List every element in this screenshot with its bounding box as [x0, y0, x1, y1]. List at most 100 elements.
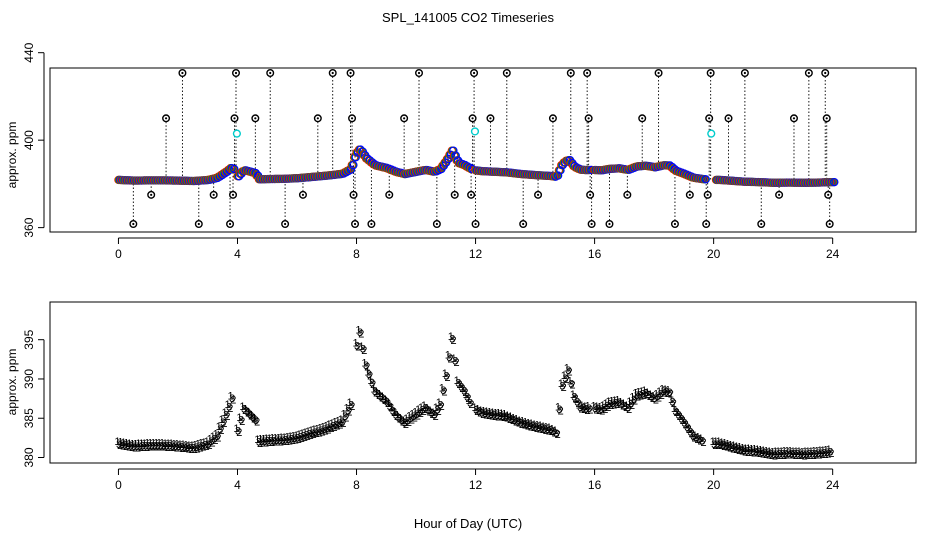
series-1-marker: 1: [564, 362, 570, 374]
series-3-marker: 3: [339, 417, 345, 429]
series-2-marker: 2: [141, 442, 147, 454]
series-3-marker: 3: [402, 418, 408, 430]
series-2-marker: 2: [209, 438, 215, 450]
series-1-marker: 1: [665, 384, 671, 396]
series-1-marker: 1: [412, 406, 418, 418]
spike-marker-dot: [489, 117, 492, 120]
series-2-marker: 2: [596, 405, 602, 417]
series-2-marker: 2: [531, 422, 537, 434]
series-2-marker: 2: [796, 450, 802, 462]
series-3-marker: 3: [684, 422, 690, 434]
series-2-marker: 2: [314, 428, 320, 440]
series-1-marker: 1: [754, 444, 760, 456]
series-2-marker: 2: [132, 443, 138, 455]
series-1-marker: 1: [611, 395, 617, 407]
series-2-marker: 2: [224, 411, 230, 423]
spike-marker-dot: [353, 222, 357, 226]
series-1-marker: 1: [210, 431, 216, 443]
series-3-marker: 3: [336, 418, 342, 430]
series-1-marker: 1: [370, 384, 376, 396]
spike-marker-dot: [708, 117, 711, 120]
series-2-marker: 2: [504, 413, 510, 425]
series-1-marker: 1: [448, 331, 454, 343]
series-1-marker: 1: [674, 407, 680, 419]
series-3-marker: 3: [559, 381, 565, 393]
series-2-marker: 2: [138, 442, 144, 454]
series-2-marker: 2: [519, 419, 525, 431]
series-3-marker: 3: [503, 411, 509, 423]
series-2-marker: 2: [492, 411, 498, 423]
series-2-marker: 2: [641, 390, 647, 402]
series-2-marker: 2: [230, 395, 236, 407]
series-2-marker: 2: [578, 403, 584, 415]
series-2-marker: 2: [799, 450, 805, 462]
series-2-marker: 2: [462, 387, 468, 399]
series-2-marker: 2: [665, 388, 671, 400]
series-3-marker: 3: [658, 389, 664, 401]
series-2-marker: 2: [302, 432, 308, 444]
series-1-marker: 1: [561, 370, 567, 382]
series-1-marker: 1: [629, 392, 635, 404]
series-2-marker: 2: [189, 444, 195, 456]
series-2-marker: 2: [543, 425, 549, 437]
spike-marker-dot: [331, 71, 334, 75]
series-3-marker: 3: [759, 447, 765, 459]
spike-marker-dot: [388, 193, 391, 196]
series-2-marker: 2: [358, 329, 364, 341]
series-3-marker: 3: [800, 449, 806, 461]
series-3-marker: 3: [565, 365, 571, 377]
top-y-axis: 360 400 440: [22, 42, 45, 238]
series-3-marker: 3: [494, 410, 500, 422]
series-2-marker: 2: [468, 399, 474, 411]
series-2-marker: 2: [537, 424, 543, 436]
y-tick-label: 385: [22, 408, 36, 428]
spike-marker-dot: [824, 71, 827, 75]
series-2-marker: 2: [212, 435, 218, 447]
series-1-marker: 1: [614, 395, 620, 407]
top-data-point-blue: [553, 171, 563, 180]
series-1-marker: 1: [486, 406, 492, 418]
series-2-marker: 2: [409, 415, 415, 427]
y-tick-label: 380: [22, 447, 36, 467]
series-2-marker: 2: [439, 401, 445, 413]
series-2-marker: 2: [284, 436, 290, 448]
series-2-marker: 2: [617, 399, 623, 411]
series-1-marker: 1: [376, 389, 382, 401]
series-3-marker: 3: [506, 413, 512, 425]
series-3-marker: 3: [464, 391, 470, 403]
series-3-marker: 3: [681, 418, 687, 430]
series-3-marker: 3: [601, 402, 607, 414]
series-1-marker: 1: [379, 391, 385, 403]
series-2-marker: 2: [275, 437, 281, 449]
series-2-marker: 2: [540, 424, 546, 436]
series-1-marker: 1: [501, 409, 507, 421]
series-3-marker: 3: [417, 407, 423, 419]
series-1-marker: 1: [141, 438, 147, 450]
series-2-marker: 2: [822, 449, 828, 461]
series-1-marker: 1: [114, 436, 120, 448]
series-2-marker: 2: [331, 422, 337, 434]
series-1-marker: 1: [662, 384, 668, 396]
series-2-marker: 2: [555, 429, 561, 441]
series-2-marker: 2: [340, 418, 346, 430]
series-3-marker: 3: [687, 426, 693, 438]
spike-marker-dot: [706, 193, 709, 196]
series-3-marker: 3: [125, 440, 131, 452]
series-3-marker: 3: [202, 440, 208, 452]
series-1-marker: 1: [766, 446, 772, 458]
series-2-marker: 2: [373, 388, 379, 400]
x-tick-label: 16: [588, 478, 602, 492]
series-3-marker: 3: [277, 435, 283, 447]
series-3-marker: 3: [431, 410, 437, 422]
series-3-marker: 3: [533, 421, 539, 433]
series-3-marker: 3: [312, 427, 318, 439]
series-3-marker: 3: [762, 448, 768, 460]
series-3-marker: 3: [158, 440, 164, 452]
series-3-marker: 3: [711, 439, 717, 451]
series-1-marker: 1: [421, 400, 427, 412]
series-2-marker: 2: [337, 419, 343, 431]
series-2-marker: 2: [751, 447, 757, 459]
series-3-marker: 3: [372, 386, 378, 398]
series-2-marker: 2: [721, 441, 727, 453]
series-3-marker: 3: [720, 440, 726, 452]
